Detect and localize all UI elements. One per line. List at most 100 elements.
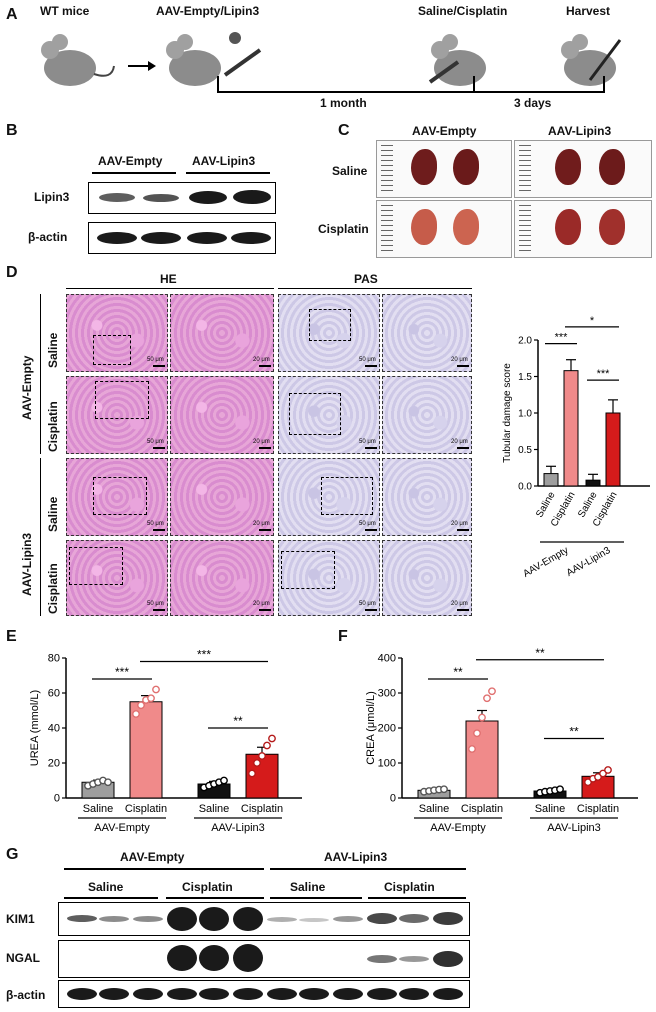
blot-band — [99, 988, 129, 1000]
subgroup-saline-2: Saline — [290, 880, 326, 894]
stain-label-he: HE — [160, 272, 177, 286]
y-tick-label: 0.5 — [518, 445, 532, 456]
blot-band — [167, 945, 197, 971]
kidney-photo-empty-cisplatin — [376, 200, 512, 258]
crea-chart: 0 100 200 300 400 CREA (μmol/L) Saline Cisplati… — [365, 646, 638, 834]
group-label: AAV-Empty — [94, 822, 150, 834]
row-label-saline-2: Saline — [46, 496, 60, 532]
blot-band — [299, 988, 329, 1000]
data-point — [473, 729, 481, 738]
histology-pas-high-lipin3-saline: 20 μm — [382, 458, 472, 536]
blot-band — [167, 907, 197, 931]
data-point — [440, 785, 448, 794]
mouse-icon — [41, 34, 115, 86]
blot-band — [199, 945, 229, 971]
x-tick-label: Saline — [535, 803, 566, 815]
y-tick-label: 0 — [390, 793, 396, 805]
bar — [585, 479, 601, 487]
step-aav: AAV-Empty/Lipin3 — [156, 4, 260, 18]
timeline-diagram — [41, 32, 622, 93]
data-point — [104, 778, 112, 787]
kidney-photo-empty-saline — [376, 140, 512, 198]
row-label-kim1: KIM1 — [6, 912, 35, 926]
histology-pas-low-lipin3-saline: 50 μm — [278, 458, 380, 536]
row-label-ngal: NGAL — [6, 951, 40, 965]
col-label-aav-lipin3: AAV-Lipin3 — [548, 124, 612, 138]
x-tick-label: Saline — [83, 803, 114, 815]
row-label-saline-1: Saline — [46, 332, 60, 368]
group-label-aav-lipin3-vertical: AAV-Lipin3 — [20, 532, 34, 596]
blot-band — [167, 988, 197, 1000]
data-point — [248, 769, 256, 778]
blot-band — [267, 988, 297, 1000]
x-tick-label: Saline — [419, 803, 450, 815]
histology-he-high-empty-saline: 20 μm — [170, 294, 274, 372]
group-label: AAV-Empty — [430, 822, 486, 834]
blot-band — [67, 988, 97, 1000]
panel-letter-c: C — [338, 122, 350, 139]
blot-band — [433, 988, 463, 1000]
data-point — [556, 785, 564, 794]
western-blot-beta-actin-g — [58, 980, 470, 1008]
panel-letter-b: B — [6, 122, 18, 139]
step-wt-mice: WT mice — [40, 4, 90, 18]
col-label-aav-empty: AAV-Empty — [412, 124, 477, 138]
y-tick-label: 300 — [378, 688, 396, 700]
scalpel-icon — [588, 39, 622, 81]
panel-letter-d: D — [6, 264, 18, 281]
x-tick-label: Cisplatin — [577, 803, 619, 815]
y-tick-label: 100 — [378, 758, 396, 770]
y-axis-label: Tubular damage score — [502, 363, 513, 463]
group-label-aav-lipin3-g: AAV-Lipin3 — [324, 850, 388, 864]
kidney-photo-lipin3-cisplatin — [514, 200, 652, 258]
syringe-icon — [428, 60, 460, 84]
significance-marker: ** — [453, 665, 463, 679]
data-point — [478, 713, 486, 722]
histology-he-high-lipin3-cisplatin: 20 μm — [170, 540, 274, 616]
data-point — [604, 766, 612, 774]
group-label: AAV-Empty — [521, 545, 570, 580]
significance-marker: ** — [535, 646, 545, 660]
y-tick-label: 40 — [48, 723, 60, 735]
histology-he-high-empty-cisplatin: 20 μm — [170, 376, 274, 454]
data-point — [152, 685, 160, 694]
y-axis-label: UREA (mmol/L) — [29, 690, 41, 766]
data-point — [468, 745, 476, 753]
bar — [465, 720, 499, 799]
blot-band — [399, 988, 429, 1000]
mouse-icon — [561, 34, 616, 86]
mouse-icon — [166, 34, 221, 86]
western-blot-kim1 — [58, 902, 470, 936]
histology-he-low-empty-saline: 50 μm — [66, 294, 168, 372]
syringe-icon — [223, 48, 262, 77]
x-tick-label: Saline — [199, 803, 230, 815]
blot-band — [367, 913, 397, 924]
row-label-beta-actin: β-actin — [28, 230, 68, 244]
stain-label-pas: PAS — [354, 272, 378, 286]
significance-marker: *** — [197, 648, 211, 662]
data-point — [132, 710, 140, 718]
blot-band — [199, 988, 229, 1000]
histology-pas-low-lipin3-cisplatin: 50 μm — [278, 540, 380, 616]
row-label-lipin3: Lipin3 — [34, 190, 70, 204]
y-tick-label: 1.0 — [518, 409, 532, 420]
bar — [605, 412, 621, 487]
histology-pas-high-empty-cisplatin: 20 μm — [382, 376, 472, 454]
blot-band — [433, 912, 463, 925]
y-tick-label: 400 — [378, 653, 396, 665]
group-label-aav-empty: AAV-Empty — [98, 154, 163, 168]
y-tick-label: 0 — [54, 793, 60, 805]
blot-band — [233, 988, 263, 1000]
step-saline-cisplatin: Saline/Cisplatin — [418, 4, 508, 18]
subgroup-saline-1: Saline — [88, 880, 124, 894]
y-tick-label: 60 — [48, 688, 60, 700]
subgroup-cisplatin-2: Cisplatin — [384, 880, 435, 894]
blot-band — [399, 956, 429, 962]
significance-marker: ** — [569, 725, 579, 739]
row-label-cisplatin-2: Cisplatin — [46, 563, 60, 614]
group-label-aav-empty-vertical: AAV-Empty — [20, 355, 34, 420]
bar — [543, 473, 559, 487]
duration-1-month: 1 month — [320, 96, 367, 110]
histology-he-high-lipin3-saline: 20 μm — [170, 458, 274, 536]
